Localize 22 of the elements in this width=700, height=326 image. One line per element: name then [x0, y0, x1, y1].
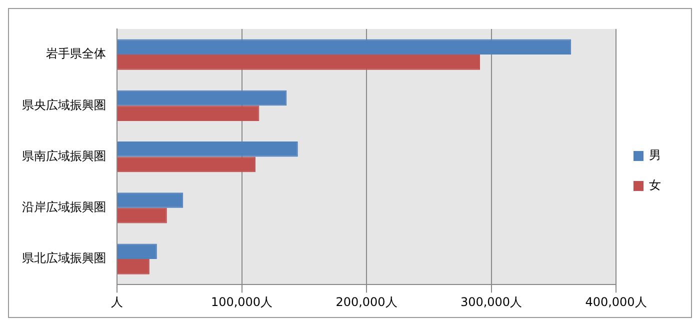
y-tick-label: 県北広域振興圏: [22, 251, 106, 266]
x-tick-label: 人: [111, 294, 123, 309]
bar: [118, 208, 167, 224]
legend-label: 男: [649, 148, 661, 162]
x-tick-label: 300,000人: [460, 294, 522, 309]
y-tick-label: 県南広域振興圏: [22, 148, 106, 163]
bar: [118, 141, 298, 157]
bar: [118, 156, 256, 172]
bar: [118, 54, 480, 70]
bar: [118, 192, 184, 208]
bar: [118, 259, 150, 274]
bar: [118, 90, 287, 106]
x-tick-label: 400,000人: [585, 294, 647, 309]
legend-label: 女: [649, 178, 661, 192]
bar: [118, 244, 157, 260]
x-tick-label: 100,000人: [210, 294, 273, 309]
x-tick-label: 200,000人: [336, 294, 398, 309]
y-tick-label: 県央広域振興圏: [22, 98, 106, 112]
bar: [118, 106, 260, 122]
y-tick-label: 沿岸広域振興圏: [22, 200, 106, 214]
bar: [118, 39, 572, 55]
y-tick-label: 岩手県全体: [46, 46, 106, 61]
